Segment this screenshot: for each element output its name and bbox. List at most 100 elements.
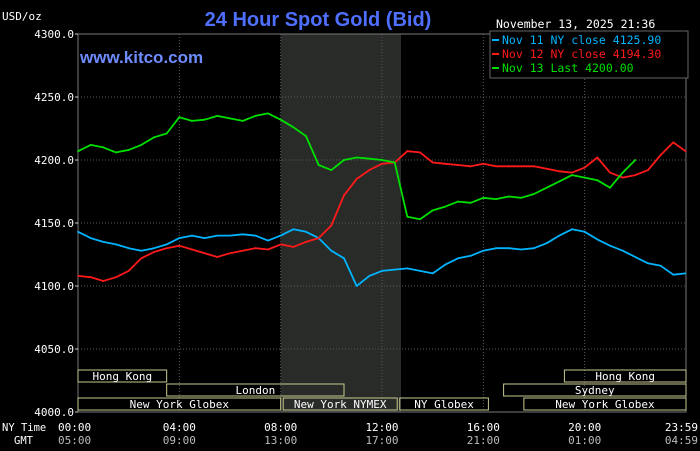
data-point — [305, 241, 307, 243]
data-point — [279, 234, 282, 237]
data-point — [381, 159, 383, 161]
x-tick-label-gmt: 17:00 — [365, 434, 398, 447]
data-point — [659, 264, 662, 267]
data-point — [153, 247, 155, 250]
data-point — [292, 246, 295, 248]
x-tick-label-gmt: 09:00 — [163, 434, 196, 447]
session-label: New York Globex — [130, 398, 230, 411]
data-point — [317, 164, 320, 166]
data-point — [482, 196, 485, 199]
data-point — [558, 234, 561, 237]
shaded-market-hours — [280, 34, 401, 412]
data-point — [621, 171, 624, 174]
session-label: Sydney — [575, 384, 615, 397]
data-point — [178, 244, 181, 247]
gmt-label: GMT — [14, 435, 34, 447]
data-point — [545, 186, 548, 189]
legend-entry-nov11: Nov 11 NY close 4125.90 — [502, 33, 661, 47]
x-tick-label-ny: 12:00 — [365, 421, 398, 434]
data-point — [153, 251, 155, 253]
data-point — [634, 159, 637, 161]
legend-entry-nov12: Nov 12 NY close 4194.30 — [502, 47, 661, 61]
data-point — [647, 262, 649, 265]
data-point — [634, 256, 637, 258]
data-point — [203, 237, 206, 240]
data-point — [343, 194, 345, 197]
data-point — [431, 209, 434, 212]
data-point — [127, 149, 130, 151]
data-point — [520, 196, 523, 199]
chart-title: 24 Hour Spot Gold (Bid) — [205, 9, 432, 31]
session-label: NY Globex — [414, 398, 474, 411]
x-tick-label-ny: 23:59 — [665, 421, 698, 434]
x-tick-label-ny: 00:00 — [58, 421, 91, 434]
data-point — [77, 275, 79, 277]
data-point — [545, 167, 548, 170]
data-point — [178, 116, 181, 119]
legend: November 13, 2025 21:36 Nov 11 NY close … — [489, 17, 689, 79]
data-point — [178, 237, 181, 240]
data-point — [241, 249, 244, 252]
data-point — [241, 233, 244, 236]
y-tick-label: 4150.0 — [34, 217, 74, 230]
data-point — [165, 247, 168, 250]
x-tick-label-gmt: 05:00 — [58, 434, 91, 447]
data-point — [381, 162, 383, 165]
data-point — [191, 120, 193, 122]
ny-time-label: NY Time — [2, 422, 46, 434]
data-point — [482, 162, 485, 165]
data-point — [672, 273, 675, 276]
data-point — [495, 247, 497, 250]
data-point — [621, 249, 624, 252]
data-point — [381, 269, 383, 272]
data-point — [406, 267, 409, 270]
data-point — [89, 237, 92, 240]
data-point — [482, 249, 485, 252]
data-point — [191, 248, 193, 251]
data-point — [469, 165, 472, 168]
data-point — [216, 234, 219, 237]
data-point — [165, 132, 168, 135]
data-point — [229, 117, 231, 120]
data-point — [305, 230, 307, 233]
session-box — [563, 369, 687, 383]
data-point — [77, 230, 79, 233]
data-point — [621, 176, 624, 179]
data-point — [115, 243, 117, 246]
legend-entry-nov13: Nov 13 Last 4200.00 — [502, 61, 634, 75]
data-point — [330, 169, 333, 171]
data-point — [406, 150, 409, 153]
data-point — [495, 165, 497, 168]
data-point — [165, 243, 168, 246]
session-label: London — [235, 384, 275, 397]
data-point — [583, 176, 586, 179]
x-tick-label-ny: 16:00 — [467, 421, 500, 434]
data-point — [596, 238, 599, 241]
data-point — [495, 198, 497, 200]
data-point — [596, 179, 599, 182]
data-point — [609, 244, 611, 247]
data-point — [583, 230, 586, 233]
data-point — [419, 151, 421, 154]
data-point — [469, 254, 472, 257]
data-point — [77, 150, 79, 153]
x-tick-label-gmt: 13:00 — [264, 434, 297, 447]
data-point — [355, 285, 358, 287]
data-point — [609, 171, 611, 174]
x-tick-label-ny: 08:00 — [264, 421, 297, 434]
session-box — [77, 369, 168, 383]
x-tick-label-ny: 20:00 — [568, 421, 601, 434]
data-point — [583, 166, 586, 169]
session-box — [503, 383, 687, 397]
session-label: New York Globex — [555, 398, 655, 411]
data-point — [684, 150, 687, 153]
data-point — [469, 201, 472, 204]
data-point — [254, 247, 257, 250]
data-point — [355, 178, 358, 180]
data-point — [254, 234, 257, 237]
data-point — [571, 171, 573, 174]
data-point — [558, 180, 561, 183]
